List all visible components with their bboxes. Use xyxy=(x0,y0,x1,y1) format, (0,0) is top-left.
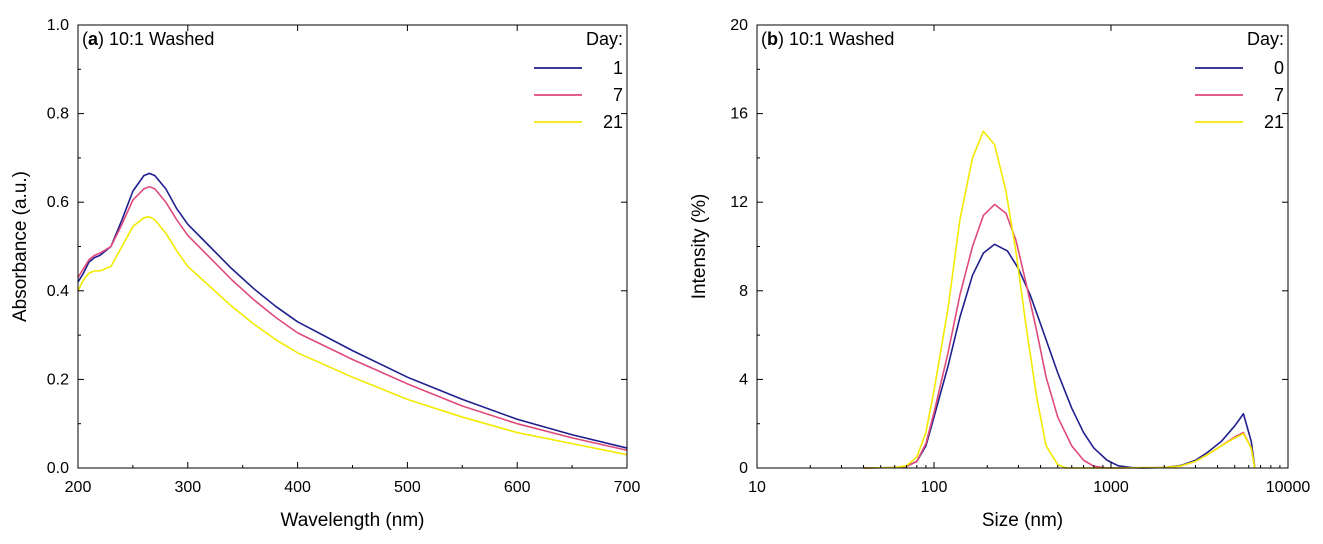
y-tick-label: 0.4 xyxy=(47,283,69,300)
x-axis-label: Size (nm) xyxy=(982,510,1063,531)
x-tick-label: 100 xyxy=(921,479,948,496)
x-tick-label: 300 xyxy=(174,479,201,496)
y-tick-label: 8 xyxy=(739,283,748,300)
panel-title: (a) 10:1 Washed xyxy=(82,29,214,49)
series-line-1 xyxy=(77,172,628,449)
panel-letter: b xyxy=(767,29,778,49)
x-tick-label: 10000 xyxy=(1266,479,1311,496)
series-line-21 xyxy=(863,130,1256,469)
y-tick-label: 4 xyxy=(739,371,748,388)
y-tick-label: 0.2 xyxy=(47,371,69,388)
plot-frame xyxy=(77,24,628,469)
legend-label-1: 1 xyxy=(613,58,623,78)
x-tick-label: 500 xyxy=(394,479,421,496)
legend: Day: 1 7 21 xyxy=(534,29,623,132)
panel-letter: a xyxy=(88,29,99,49)
legend-label-21: 21 xyxy=(603,112,623,132)
y-tick-label: 12 xyxy=(730,194,748,211)
y-axis-label: Absorbance (a.u.) xyxy=(10,171,31,322)
y-tick-label: 20 xyxy=(730,17,748,34)
y-tick-label: 0.0 xyxy=(47,460,69,477)
y-tick-label: 0 xyxy=(739,460,748,477)
chart-panel-a: 200 300 400 500 600 700 0.0 0.2 0.4 0.6 0.8 1.0 Wave… xyxy=(10,17,640,531)
legend-label-21: 21 xyxy=(1264,112,1284,132)
y-tick-label: 0.6 xyxy=(47,194,69,211)
x-tick-label: 10 xyxy=(748,479,766,496)
chart-panel-b: 10 100 1000 10000 0 4 8 12 16 20 Size (nm) Intensit… xyxy=(689,17,1310,531)
legend-label-7: 7 xyxy=(613,85,623,105)
x-tick-label: 1000 xyxy=(1093,479,1129,496)
series-line-7 xyxy=(863,203,1256,469)
y-axis-label: Intensity (%) xyxy=(689,194,710,300)
legend-title: Day: xyxy=(586,29,623,49)
series-line-0 xyxy=(863,243,1256,469)
x-tick-label: 600 xyxy=(504,479,531,496)
x-tick-label: 700 xyxy=(614,479,641,496)
x-tick-label: 200 xyxy=(65,479,92,496)
plot-frame xyxy=(756,24,1289,469)
y-tick-label: 16 xyxy=(730,106,748,123)
y-tick-label: 0.8 xyxy=(47,106,69,123)
series-line-21 xyxy=(77,216,628,456)
panel-title: (b) 10:1 Washed xyxy=(761,29,894,49)
y-tick-label: 1.0 xyxy=(47,17,69,34)
x-tick-label: 400 xyxy=(284,479,311,496)
x-axis-label: Wavelength (nm) xyxy=(281,510,425,531)
series-line-7 xyxy=(77,185,628,452)
legend: Day: 0 7 21 xyxy=(1195,29,1284,132)
legend-label-7: 7 xyxy=(1274,85,1284,105)
legend-title: Day: xyxy=(1247,29,1284,49)
legend-label-0: 0 xyxy=(1274,58,1284,78)
